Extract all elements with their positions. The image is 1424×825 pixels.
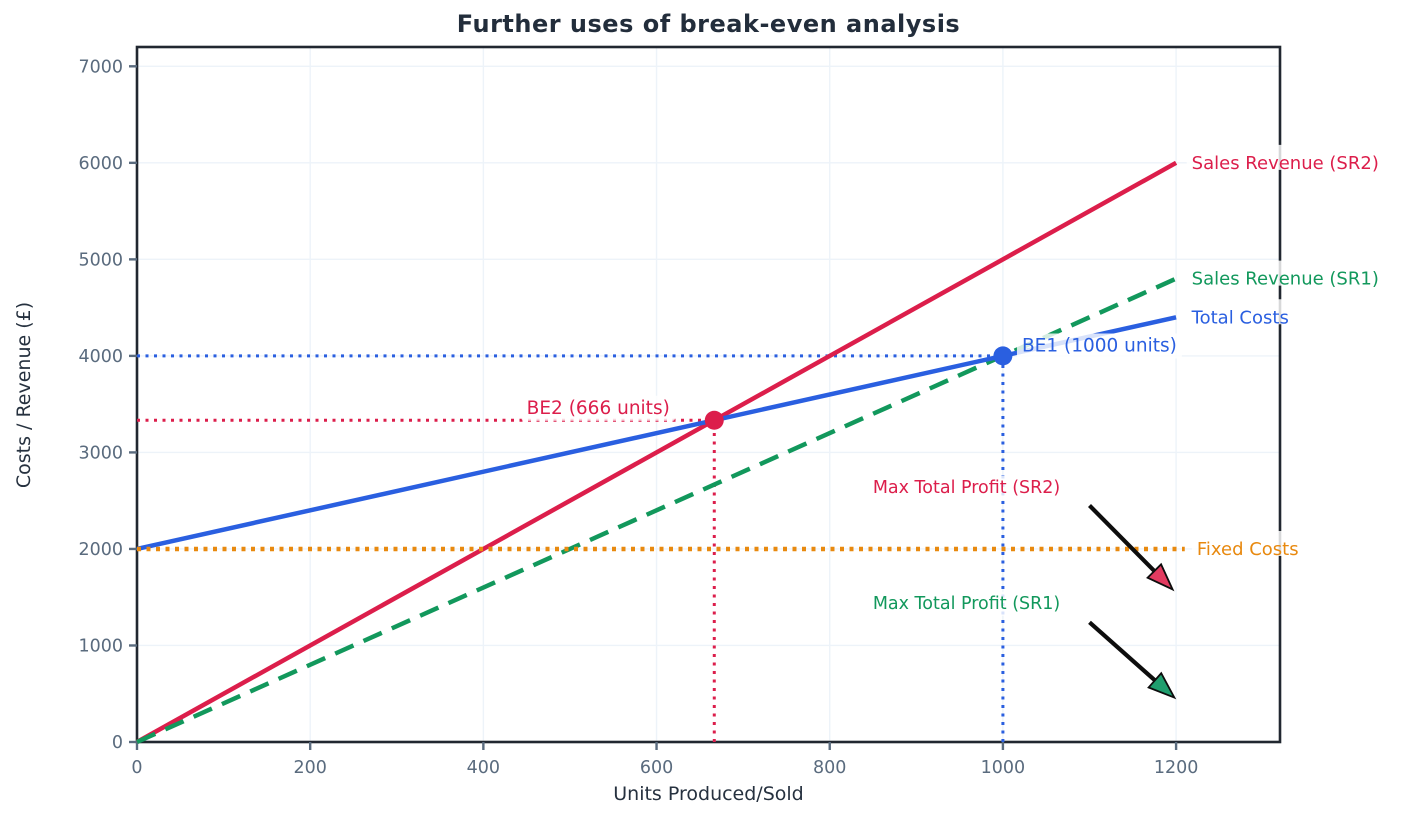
y-tick-label-7000: 7000	[78, 57, 123, 77]
y-tick-label-5000: 5000	[78, 250, 123, 270]
label-be2-666-units: BE2 (666 units)	[527, 398, 670, 419]
line-label-sales-revenue-sr2-bbox	[1186, 144, 1384, 170]
label-be2-666-units-bbox	[521, 395, 675, 421]
x-tick-label-1000: 1000	[981, 758, 1026, 778]
label-be1-1000-units: BE1 (1000 units)	[1022, 336, 1177, 357]
x-tick-label-800: 800	[813, 758, 846, 778]
x-tick-label-200: 200	[293, 758, 326, 778]
label-be1-1000-units-bbox	[1016, 333, 1182, 359]
marker-be1-1000-units	[993, 346, 1013, 366]
annotation-max-total-profit-sr2: Max Total Profit (SR2)	[873, 478, 1060, 498]
line-label-total-costs: Total Costs	[1191, 307, 1289, 328]
marker-be2-666-units	[704, 410, 724, 430]
y-axis-label: Costs / Revenue (£)	[13, 301, 35, 489]
series-line-sales-revenue-sr2	[135, 160, 1178, 744]
y-tick-label-2000: 2000	[78, 540, 123, 560]
line-label-sales-revenue-sr1-bbox	[1186, 260, 1384, 286]
x-tick-label-400: 400	[467, 758, 500, 778]
arrow-head-max-total-profit-sr2	[1146, 562, 1175, 592]
y-tick-label-3000: 3000	[78, 443, 123, 463]
y-tick-label-6000: 6000	[78, 154, 123, 174]
arrow-shaft-max-total-profit-sr1	[1088, 620, 1166, 690]
arrow-shaft-max-total-profit-sr2	[1088, 504, 1165, 581]
x-tick-label-0: 0	[131, 758, 142, 778]
axes-spines	[135, 45, 1282, 744]
line-label-sales-revenue-sr2: Sales Revenue (SR2)	[1192, 153, 1379, 174]
line-label-sales-revenue-sr1: Sales Revenue (SR1)	[1192, 269, 1379, 290]
line-label-fixed-costs: Fixed Costs	[1197, 539, 1299, 560]
x-axis-label: Units Produced/Sold	[613, 783, 804, 805]
annotation-max-total-profit-sr2-bbox	[867, 475, 1066, 500]
y-tick-label-4000: 4000	[78, 347, 123, 367]
y-tick-label-0: 0	[112, 733, 123, 753]
annotation-max-total-profit-sr1-bbox	[867, 591, 1066, 616]
line-label-total-costs-bbox	[1185, 299, 1294, 325]
y-tick-label-1000: 1000	[78, 636, 123, 656]
annotation-max-total-profit-sr1: Max Total Profit (SR1)	[873, 594, 1060, 614]
x-tick-label-600: 600	[640, 758, 673, 778]
chart-title: Further uses of break-even analysis	[456, 10, 961, 38]
arrow-head-max-total-profit-sr1	[1147, 671, 1177, 700]
line-label-fixed-costs-bbox	[1191, 530, 1304, 556]
x-tick-label-1200: 1200	[1154, 758, 1199, 778]
